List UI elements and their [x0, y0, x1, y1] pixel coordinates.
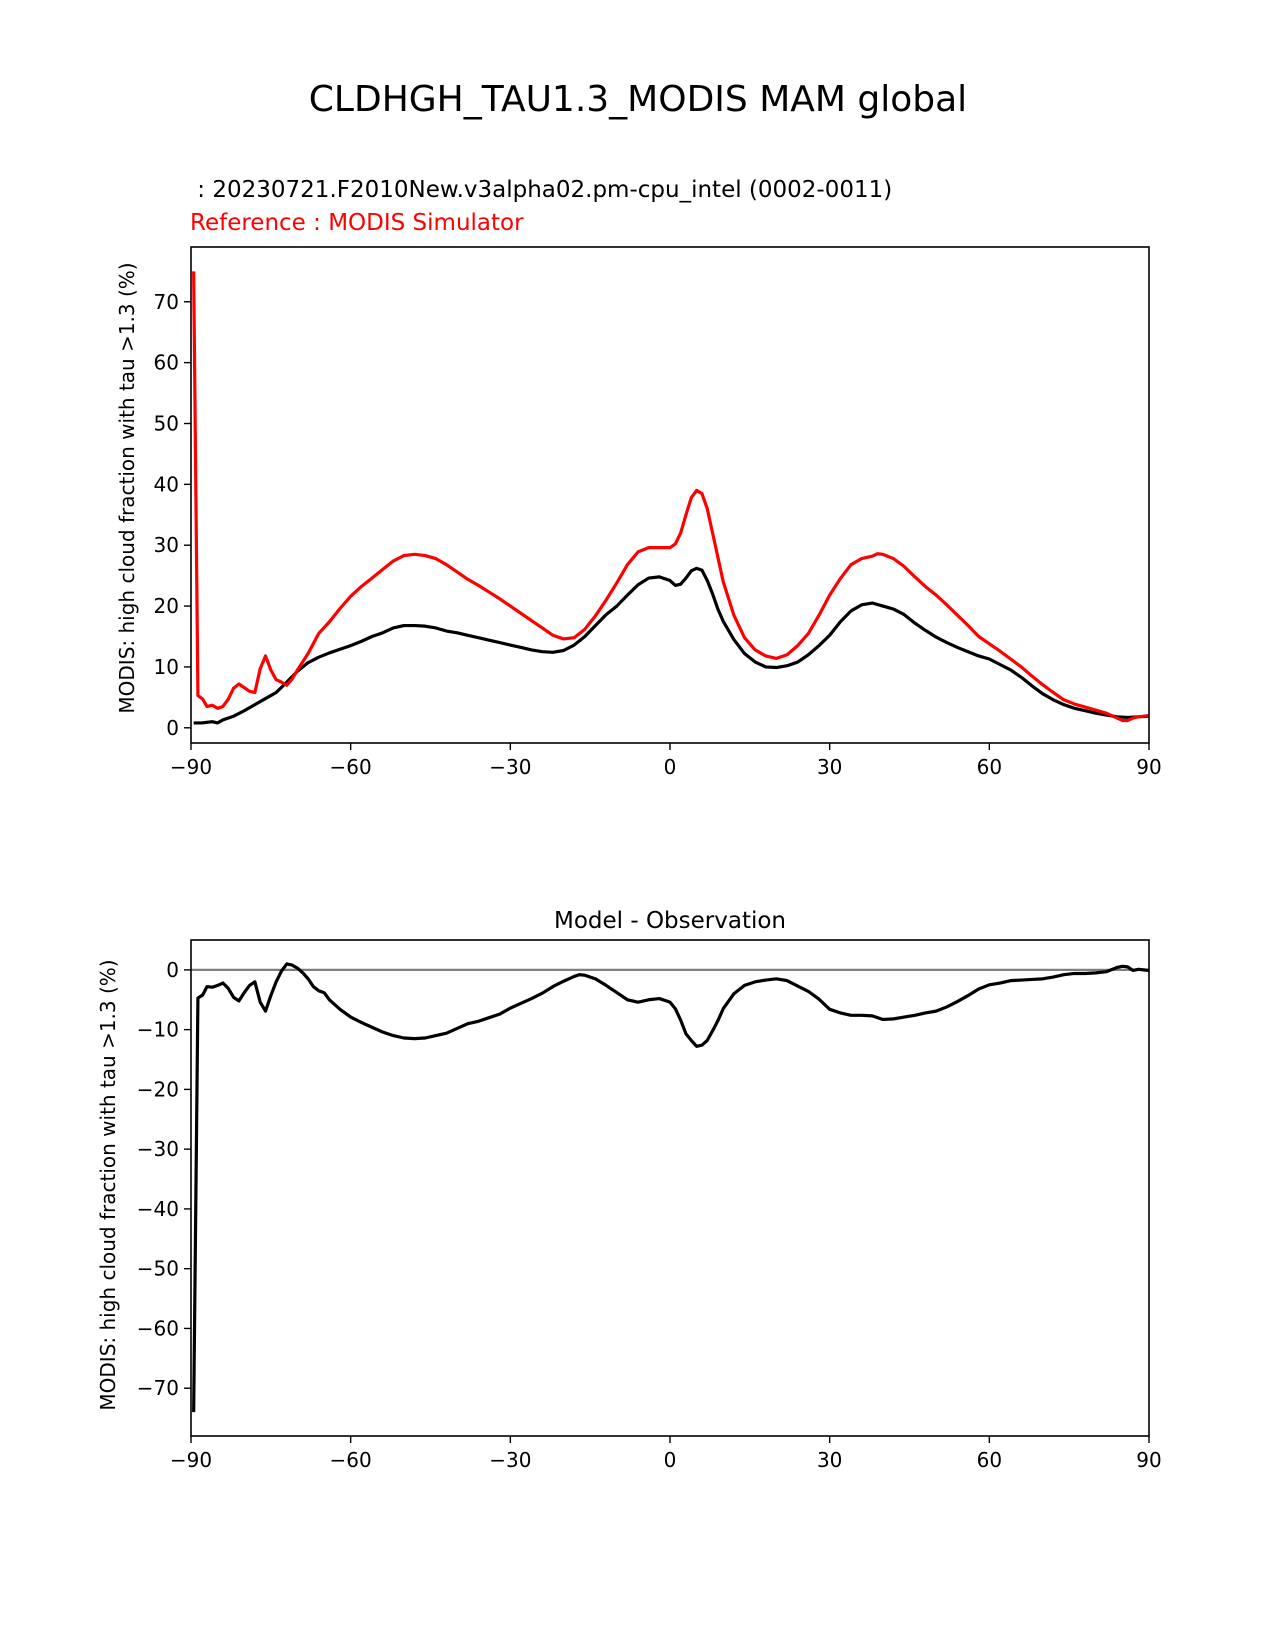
top-x-tick-label: 0 [664, 755, 677, 779]
bottom-y-tick-label: −20 [137, 1077, 179, 1101]
bottom-x-tick-label: −30 [489, 1448, 531, 1472]
bottom-series-line-difference [192, 962, 1150, 1413]
top-series-line-reference [192, 271, 1150, 723]
bottom-plot-lines [191, 962, 1150, 1413]
bottom-x-tick-label: −60 [330, 1448, 372, 1472]
figure-title: CLDHGH_TAU1.3_MODIS MAM global [309, 79, 967, 120]
top-x-tick-label: −90 [170, 755, 212, 779]
bottom-y-axis-label: MODIS: high cloud fraction with tau >1.3… [96, 959, 120, 1410]
bottom-y-tick-label: −10 [137, 1018, 179, 1042]
bottom-x-tick-label: 0 [664, 1448, 677, 1472]
bottom-y-tick-label: −30 [137, 1137, 179, 1161]
top-x-tick-label: 60 [977, 755, 1002, 779]
top-y-tick-label: 70 [154, 290, 179, 314]
top-y-tick-label: 10 [154, 655, 179, 679]
bottom-axes-frame [190, 939, 1150, 1437]
bottom-title: Model - Observation [554, 908, 786, 934]
bottom-x-tick-label: 90 [1136, 1448, 1161, 1472]
top-plot-lines [192, 271, 1150, 725]
bottom-y-tick-label: −40 [137, 1197, 179, 1221]
top-panel: : 20230721.F2010New.v3alpha02.pm-cpu_int… [115, 177, 1162, 779]
bottom-x-tick-label: 30 [817, 1448, 842, 1472]
bottom-y-tick-label: 0 [166, 958, 179, 982]
bottom-y-tick-label: −50 [137, 1257, 179, 1281]
top-x-tick-label: −60 [330, 755, 372, 779]
top-y-tick-label: 0 [166, 716, 179, 740]
top-x-tick-label: −30 [489, 755, 531, 779]
top-y-tick-label: 50 [154, 411, 179, 435]
test-label: : 20230721.F2010New.v3alpha02.pm-cpu_int… [190, 177, 892, 203]
bottom-ticks: −90 −60 −30 0 30 60 90 0 −10 −20 −30 −40 −50 −60 −70 [137, 958, 1162, 1472]
top-x-tick-label: 90 [1136, 755, 1161, 779]
top-y-tick-label: 40 [154, 472, 179, 496]
bottom-x-tick-label: 60 [977, 1448, 1002, 1472]
bottom-x-tick-label: −90 [170, 1448, 212, 1472]
top-axes-frame [190, 246, 1150, 744]
top-ticks: −90 −60 −30 0 30 60 90 0 10 20 30 40 50 60 70 [154, 290, 1162, 779]
bottom-y-tick-label: −60 [137, 1316, 179, 1340]
top-y-tick-label: 60 [154, 351, 179, 375]
top-y-tick-label: 20 [154, 594, 179, 618]
top-x-tick-label: 30 [817, 755, 842, 779]
bottom-y-tick-label: −70 [137, 1376, 179, 1400]
top-y-axis-label: MODIS: high cloud fraction with tau >1.3… [115, 262, 139, 713]
reference-label: Reference : MODIS Simulator [190, 210, 524, 236]
bottom-panel: Model - Observation MODIS: high cloud fr… [96, 908, 1162, 1472]
top-y-tick-label: 30 [154, 533, 179, 557]
top-series-line-test [193, 566, 1150, 725]
